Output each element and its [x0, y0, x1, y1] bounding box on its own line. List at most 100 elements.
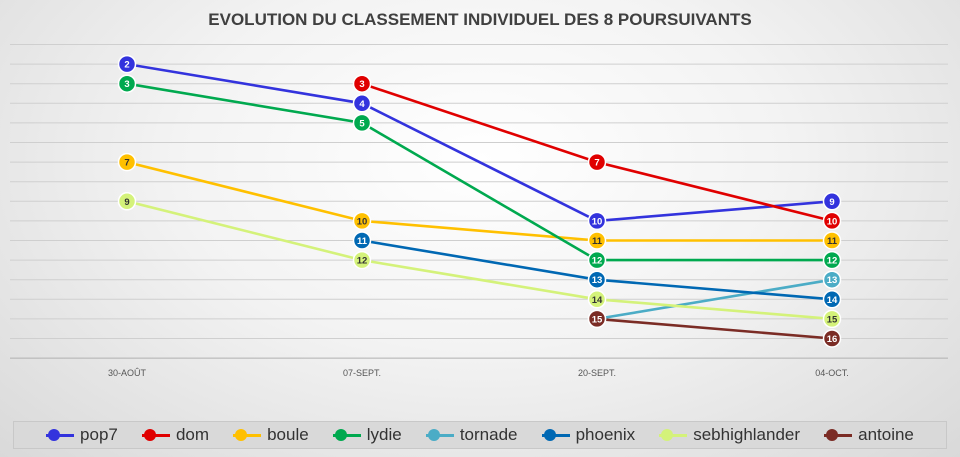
data-point-phoenix: 13: [587, 270, 607, 289]
data-markers: 2 4 10 9 3 7 10 7 10 11 11 3 5 12 12 15 13 11 13 14 9 12 14 15 1…: [117, 54, 842, 348]
data-point-marker: [822, 250, 842, 270]
legend-item-lydie: lydie: [332, 425, 402, 445]
x-tick-label: 20-SEPT.: [578, 368, 616, 378]
legend-label: antoine: [858, 425, 914, 444]
legend-item-pop7: pop7: [46, 425, 118, 445]
data-point-marker: [352, 74, 372, 93]
data-point-lydie: 12: [822, 250, 842, 270]
data-label: 12: [827, 256, 838, 267]
series-line-lydie: [126, 82, 832, 262]
data-point-marker: [822, 270, 842, 289]
data-label: 13: [592, 275, 603, 286]
legend-swatch: [541, 428, 570, 442]
data-label: 10: [827, 216, 838, 227]
legend-item-sebhighlander: sebhighlander: [659, 425, 800, 445]
data-point-marker: [822, 231, 842, 250]
data-point-antoine: 15: [587, 309, 607, 329]
data-point-marker: [352, 211, 372, 231]
data-label: 3: [359, 79, 364, 90]
data-point-dom: 7: [587, 152, 607, 172]
series-line-boule: [126, 160, 832, 242]
data-point-pop7: 2: [117, 54, 137, 74]
series-line-tornade: [596, 278, 833, 321]
legend-label: lydie: [366, 425, 402, 444]
data-point-marker: [822, 309, 842, 329]
data-point-pop7: 4: [352, 94, 372, 113]
data-point-sebhighlander: 14: [587, 290, 607, 309]
legend-label: sebhighlander: [693, 425, 801, 444]
legend-swatch: [46, 428, 75, 442]
series-line-sebhighlander: [126, 200, 833, 321]
gridlines: [10, 44, 948, 359]
data-label: 12: [592, 256, 603, 267]
data-point-marker: [352, 250, 372, 270]
data-label: 14: [827, 295, 838, 306]
data-label: 13: [827, 275, 838, 286]
data-point-marker: [822, 192, 842, 211]
data-label: 11: [357, 236, 368, 247]
series-line-dom: [361, 82, 833, 223]
data-label: 7: [124, 158, 129, 169]
data-point-phoenix: 14: [822, 290, 842, 309]
legend-label: pop7: [80, 425, 118, 444]
data-label: 10: [592, 216, 603, 227]
data-label: 10: [357, 216, 368, 227]
data-point-boule: 11: [587, 231, 607, 250]
data-point-marker: [117, 152, 137, 172]
data-point-lydie: 3: [117, 74, 137, 93]
data-point-marker: [352, 231, 372, 250]
x-axis: 30-AOÛT 07-SEPT. 20-SEPT. 04-OCT.: [108, 368, 849, 378]
data-point-marker: [352, 113, 372, 133]
data-label: 11: [827, 236, 838, 247]
data-point-phoenix: 11: [352, 231, 372, 250]
series-line-antoine: [596, 317, 833, 340]
data-point-marker: [587, 290, 607, 309]
legend-swatch: [332, 428, 361, 442]
data-point-dom: 10: [822, 211, 842, 231]
data-label: 16: [827, 334, 838, 345]
data-label: 11: [592, 236, 603, 247]
legend-label: phoenix: [575, 425, 636, 444]
data-point-lydie: 12: [587, 250, 607, 270]
data-point-marker: [587, 270, 607, 289]
data-label: 15: [827, 314, 838, 325]
data-point-pop7: 10: [587, 211, 607, 231]
data-point-lydie: 5: [352, 113, 372, 133]
data-point-marker: [587, 152, 607, 172]
legend: pop7 dom boule lydie tornade phoenix sebhighla…: [13, 421, 947, 449]
data-point-marker: [117, 192, 137, 211]
data-label: 2: [124, 60, 129, 71]
chart-title: EVOLUTION DU CLASSEMENT INDIVIDUEL DES 8…: [208, 10, 751, 29]
series-line-pop7: [126, 62, 833, 223]
data-point-marker: [587, 231, 607, 250]
legend-swatch: [141, 428, 170, 442]
legend-swatch: [233, 428, 262, 442]
data-point-marker: [117, 74, 137, 93]
data-label: 14: [592, 295, 603, 306]
data-point-boule: 7: [117, 152, 137, 172]
legend-swatch: [425, 428, 454, 442]
data-point-sebhighlander: 9: [117, 192, 137, 211]
x-tick-label: 30-AOÛT: [108, 368, 147, 378]
legend-swatch: [659, 428, 688, 442]
legend-swatch: [824, 428, 853, 442]
data-label: 9: [829, 197, 834, 208]
data-label: 9: [124, 197, 129, 208]
data-point-marker: [587, 250, 607, 270]
data-point-marker: [352, 94, 372, 113]
data-label: 15: [592, 314, 603, 325]
x-tick-label: 07-SEPT.: [343, 368, 381, 378]
data-point-marker: [117, 54, 137, 74]
legend-item-boule: boule: [233, 425, 309, 445]
data-point-marker: [822, 329, 842, 348]
legend-item-tornade: tornade: [425, 425, 518, 445]
data-label: 5: [359, 118, 365, 129]
data-point-marker: [587, 309, 607, 329]
data-point-boule: 11: [822, 231, 842, 250]
legend-label: tornade: [459, 425, 518, 444]
data-label: 4: [359, 99, 365, 110]
legend-label: dom: [175, 425, 210, 444]
data-point-boule: 10: [352, 211, 372, 231]
